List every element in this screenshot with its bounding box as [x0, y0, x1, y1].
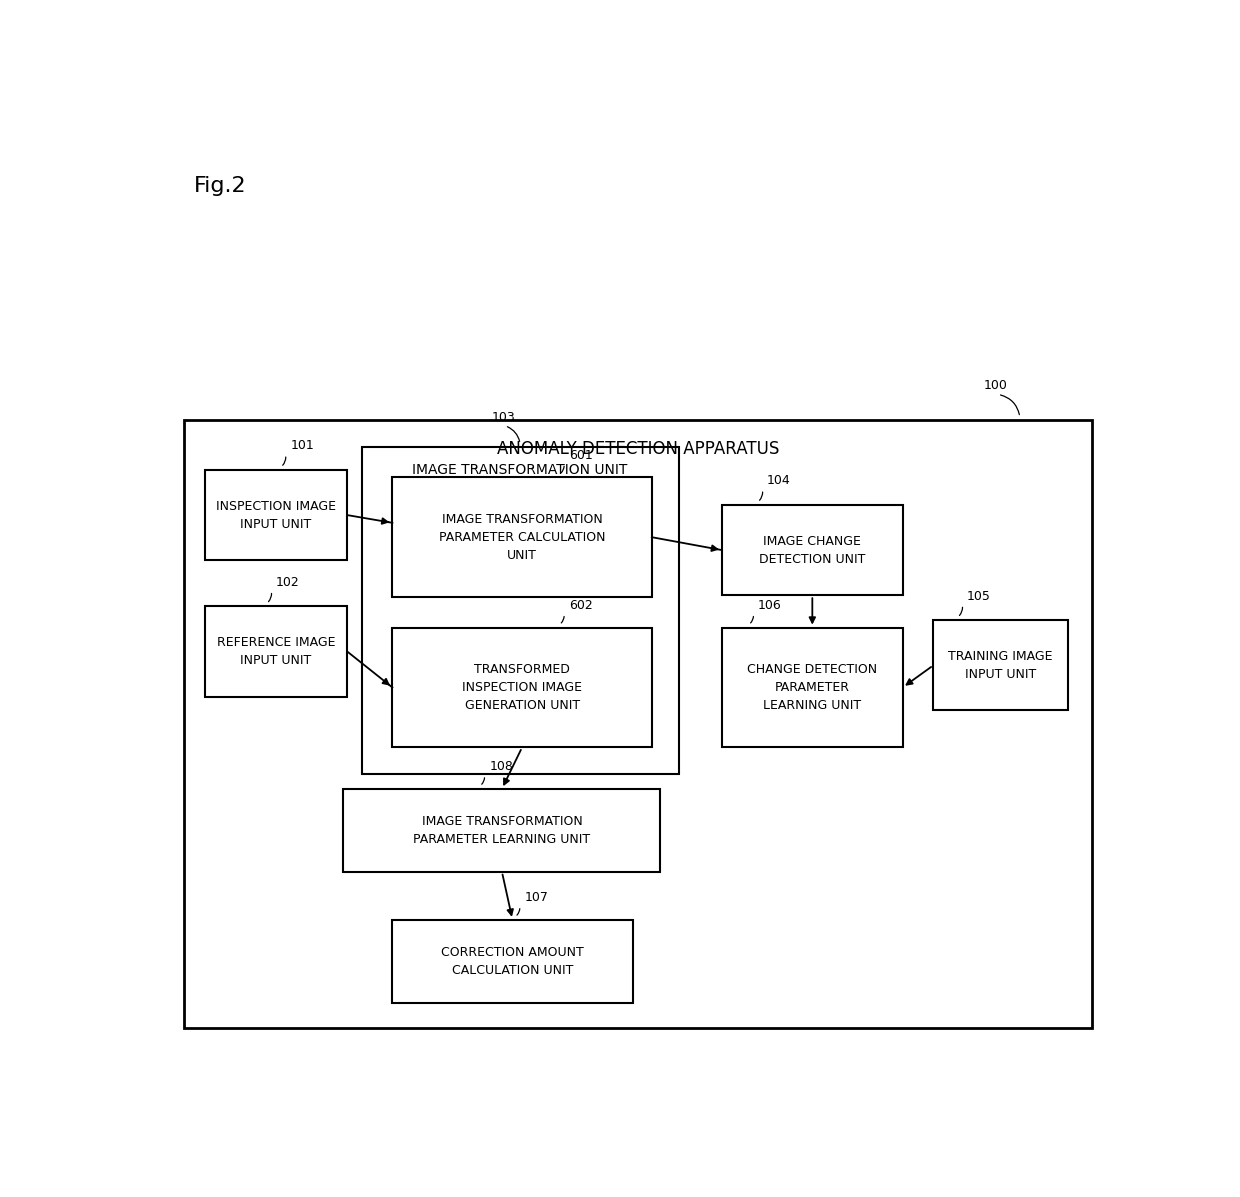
Text: 103: 103	[491, 411, 515, 424]
FancyBboxPatch shape	[392, 627, 652, 747]
FancyBboxPatch shape	[205, 470, 347, 560]
Text: 104: 104	[768, 474, 791, 487]
FancyBboxPatch shape	[343, 789, 661, 871]
Text: IMAGE TRANSFORMATION
PARAMETER CALCULATION
UNIT: IMAGE TRANSFORMATION PARAMETER CALCULATI…	[439, 512, 605, 561]
Text: 106: 106	[758, 598, 782, 612]
Text: 102: 102	[277, 576, 300, 589]
Text: IMAGE TRANSFORMATION UNIT: IMAGE TRANSFORMATION UNIT	[413, 463, 627, 478]
Text: 101: 101	[290, 439, 314, 452]
FancyBboxPatch shape	[392, 478, 652, 597]
Text: CORRECTION AMOUNT
CALCULATION UNIT: CORRECTION AMOUNT CALCULATION UNIT	[441, 946, 584, 977]
Text: IMAGE CHANGE
DETECTION UNIT: IMAGE CHANGE DETECTION UNIT	[759, 535, 866, 566]
Text: CHANGE DETECTION
PARAMETER
LEARNING UNIT: CHANGE DETECTION PARAMETER LEARNING UNIT	[748, 663, 878, 712]
FancyBboxPatch shape	[362, 446, 678, 774]
Text: 100: 100	[983, 379, 1007, 393]
FancyBboxPatch shape	[205, 607, 347, 697]
Text: 601: 601	[569, 449, 593, 462]
Text: INSPECTION IMAGE
INPUT UNIT: INSPECTION IMAGE INPUT UNIT	[216, 499, 336, 530]
Text: 108: 108	[490, 760, 513, 773]
Text: REFERENCE IMAGE
INPUT UNIT: REFERENCE IMAGE INPUT UNIT	[217, 636, 335, 667]
FancyBboxPatch shape	[392, 919, 632, 1003]
FancyBboxPatch shape	[722, 505, 903, 595]
Text: TRAINING IMAGE
INPUT UNIT: TRAINING IMAGE INPUT UNIT	[949, 650, 1053, 681]
Text: ANOMALY DETECTION APPARATUS: ANOMALY DETECTION APPARATUS	[497, 440, 779, 458]
Text: TRANSFORMED
INSPECTION IMAGE
GENERATION UNIT: TRANSFORMED INSPECTION IMAGE GENERATION …	[463, 663, 582, 712]
Text: 105: 105	[967, 590, 991, 602]
Text: Fig.2: Fig.2	[193, 176, 246, 196]
FancyBboxPatch shape	[722, 627, 903, 747]
FancyBboxPatch shape	[934, 620, 1068, 711]
Text: 107: 107	[525, 891, 548, 904]
Text: IMAGE TRANSFORMATION
PARAMETER LEARNING UNIT: IMAGE TRANSFORMATION PARAMETER LEARNING …	[413, 815, 590, 846]
Text: 602: 602	[569, 598, 593, 612]
FancyBboxPatch shape	[184, 420, 1092, 1028]
